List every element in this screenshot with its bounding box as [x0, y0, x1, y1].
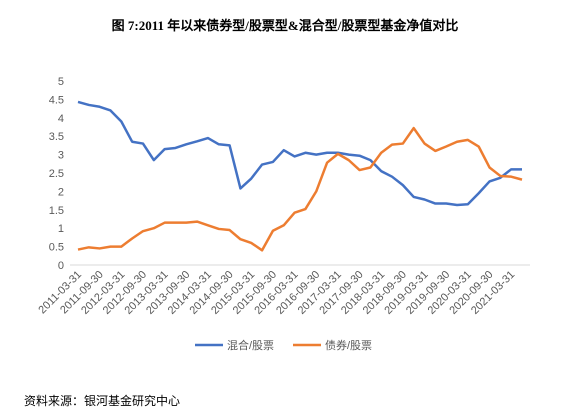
source-note: 资料来源：银河基金研究中心 [24, 393, 180, 408]
y-tick-label: 0 [58, 260, 64, 272]
y-tick-label: 2.5 [49, 168, 64, 180]
y-tick-label: 0.5 [49, 242, 64, 254]
y-tick-label: 5 [58, 76, 64, 88]
legend-label: 混合/股票 [227, 338, 274, 352]
y-tick-label: 3 [58, 150, 64, 162]
legend-label: 债券/股票 [325, 338, 372, 352]
y-tick-label: 4 [58, 113, 64, 125]
y-tick-label: 1.5 [49, 205, 64, 217]
y-tick-label: 3.5 [49, 131, 64, 143]
series-line [77, 100, 522, 207]
y-tick-label: 2 [58, 186, 64, 198]
y-tick-label: 1 [58, 223, 64, 235]
series-line [77, 126, 523, 252]
y-tick-label: 4.5 [49, 94, 64, 106]
chart-title: 图 7:2011 年以来债券型/股票型&混合型/股票型基金净值对比 [112, 18, 459, 33]
